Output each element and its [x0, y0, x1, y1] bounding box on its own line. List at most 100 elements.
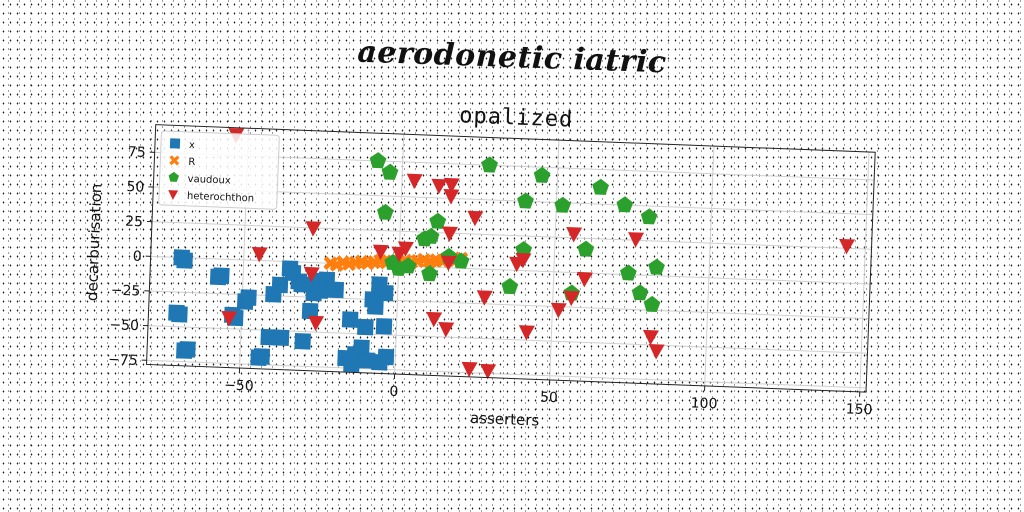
data-point [327, 281, 345, 299]
legend-label: heterochthon [187, 191, 254, 205]
x-gridline [704, 146, 715, 386]
series-heterochthon [221, 127, 856, 380]
data-marks [168, 127, 856, 380]
data-point [397, 241, 414, 257]
data-point [648, 258, 665, 275]
data-point [839, 238, 856, 255]
data-point [616, 196, 634, 213]
data-point [443, 188, 460, 205]
data-point [421, 265, 438, 282]
y-tick-label: −50 [109, 317, 139, 334]
data-point [301, 302, 319, 320]
data-point [452, 252, 470, 269]
data-point [358, 352, 376, 369]
data-point [381, 163, 399, 180]
axis-ticks: −50 0 50 100 150 −75 −50 −25 0 25 50 75 [108, 144, 873, 418]
data-point [377, 203, 394, 220]
data-point [253, 348, 271, 365]
x-tick-label: 50 [540, 390, 558, 407]
data-point [305, 221, 322, 237]
data-point [443, 177, 460, 194]
y-tick-label: 0 [132, 249, 142, 265]
y-tick-label: 75 [128, 144, 146, 161]
data-point [642, 329, 659, 346]
data-point [431, 178, 448, 195]
chart-title: opalized [459, 103, 574, 132]
data-point [566, 227, 583, 243]
data-point [369, 152, 387, 169]
y-tick-label: 50 [126, 179, 144, 196]
data-point [353, 339, 370, 357]
data-point [438, 322, 455, 338]
plot-frame [145, 124, 876, 393]
data-point [515, 252, 532, 269]
data-point [176, 252, 193, 269]
data-point [577, 240, 595, 257]
x-gridline [549, 140, 560, 380]
y-tick-label: −25 [110, 283, 140, 300]
data-point [422, 227, 440, 244]
scatter-chart: opalized −50 0 50 100 150 −75 −50 −25 0 25 50 75 as… [83, 103, 876, 430]
series-x [168, 249, 395, 373]
data-point [501, 277, 519, 295]
x-axis-label: asserters [470, 409, 540, 430]
legend-label: R [188, 157, 195, 168]
data-point [240, 289, 257, 306]
data-point [341, 311, 359, 328]
data-point [643, 295, 661, 313]
data-point [372, 244, 389, 261]
data-point [517, 192, 534, 209]
data-point [399, 257, 417, 274]
data-point [481, 156, 499, 173]
data-point [221, 310, 238, 327]
data-point [271, 276, 289, 294]
data-point [467, 210, 484, 227]
legend-marker [168, 190, 179, 200]
data-point [576, 271, 593, 288]
chart-container: opalized −50 0 50 100 150 −75 −50 −25 0 25 50 75 as… [53, 79, 897, 481]
y-gridline [151, 221, 872, 250]
data-point [640, 208, 658, 225]
y-gridline [149, 290, 869, 320]
x-tick-label: −50 [224, 377, 254, 394]
data-point [461, 361, 478, 378]
data-point [480, 363, 497, 380]
data-point [293, 276, 311, 293]
y-axis-label: decarburisation [83, 183, 105, 301]
data-point [272, 329, 290, 346]
legend-box [158, 130, 280, 210]
data-point [260, 328, 277, 346]
y-gridline [150, 255, 871, 285]
x-tick-label: 0 [389, 384, 399, 400]
y-tick-label: 25 [125, 214, 143, 231]
data-point [171, 306, 188, 323]
data-point [440, 255, 457, 272]
data-point [533, 166, 551, 183]
data-point [628, 232, 645, 248]
data-point [377, 348, 395, 366]
data-point [303, 266, 320, 283]
data-point [426, 311, 443, 328]
data-point [376, 284, 394, 302]
data-point [620, 264, 637, 281]
data-point [357, 318, 374, 336]
series-vaudoux [369, 152, 665, 313]
data-point [375, 318, 393, 335]
data-point [631, 284, 649, 301]
data-point [648, 344, 665, 360]
data-point [563, 290, 580, 307]
y-gridline [146, 359, 867, 389]
x-tick-label: 100 [690, 395, 717, 412]
data-point [294, 332, 311, 350]
data-point [518, 325, 535, 341]
legend-label: x [189, 140, 195, 151]
data-point [367, 298, 384, 315]
y-tick-label: −75 [108, 352, 138, 369]
data-point [406, 173, 423, 190]
data-point [476, 290, 493, 306]
data-point [308, 315, 325, 332]
x-tick-label: 150 [845, 401, 872, 418]
data-point [179, 341, 196, 358]
x-gridline [859, 152, 870, 392]
